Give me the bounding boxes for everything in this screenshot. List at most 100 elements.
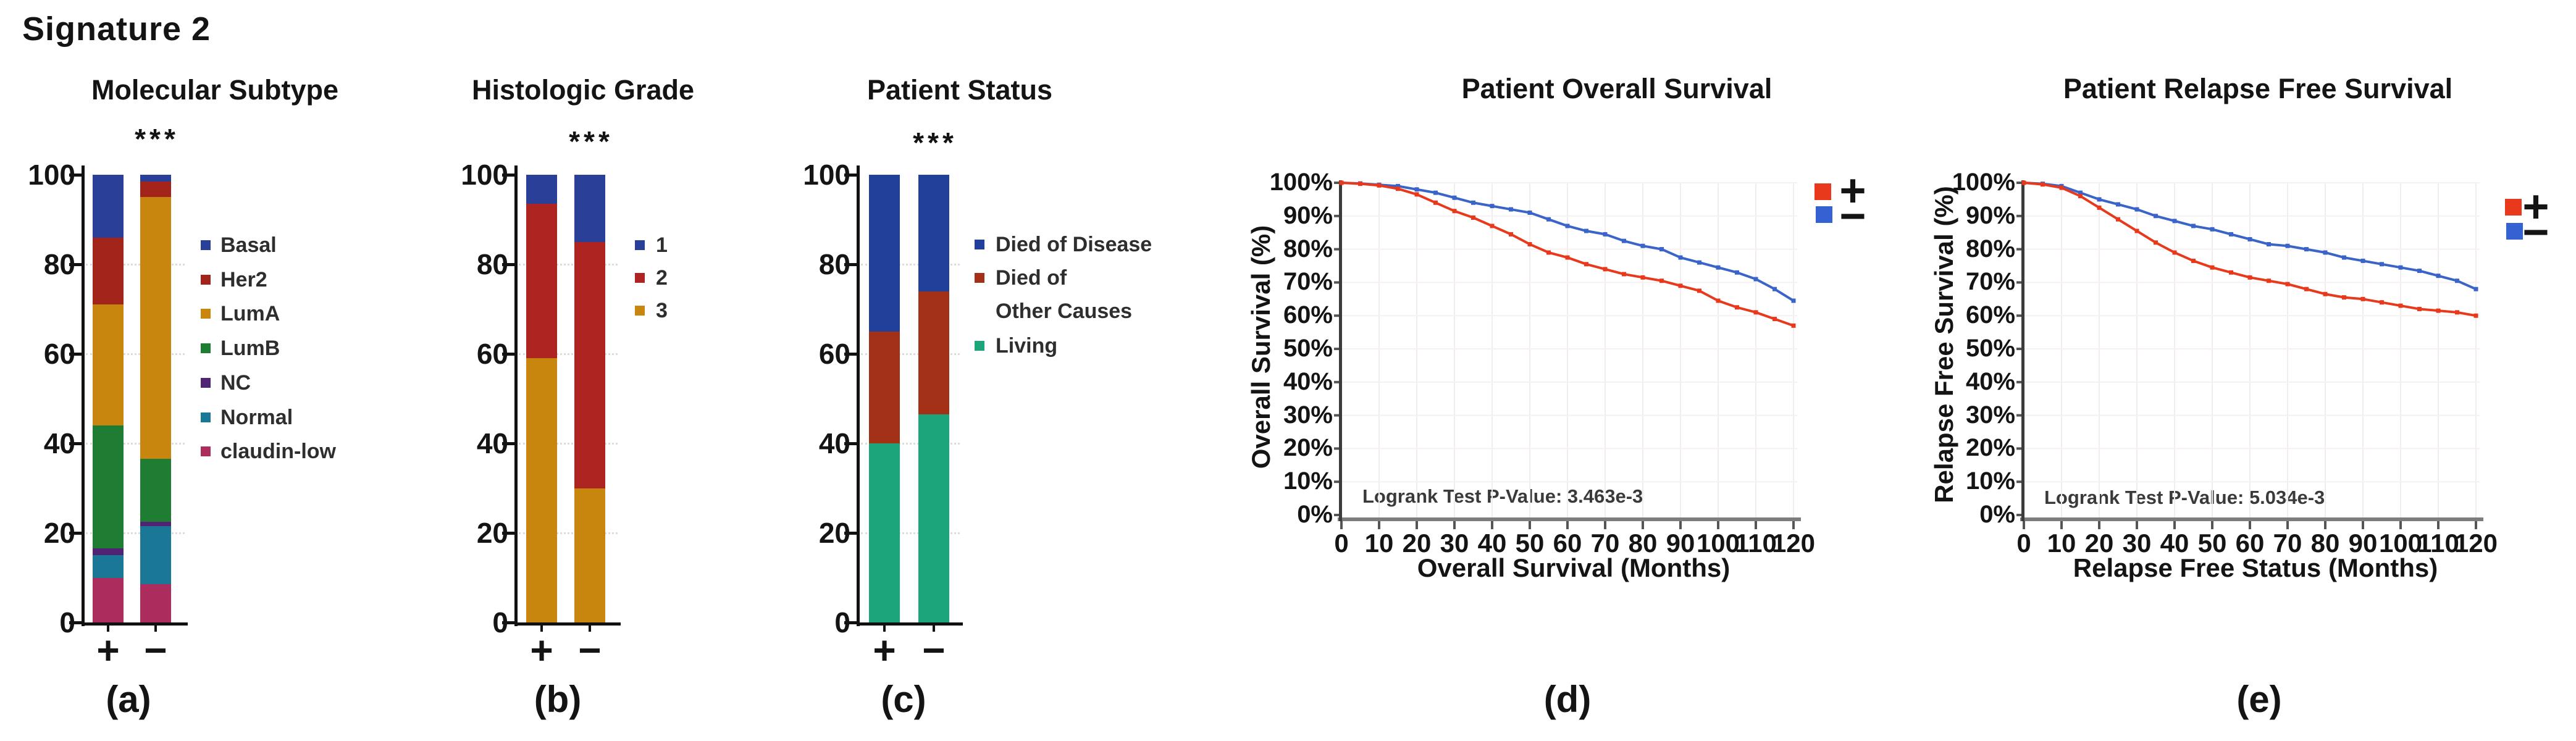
panel-d-vgrid [1755,183,1756,517]
panel-d-x-tick-label: 90 [1666,529,1695,558]
panel-e-censor-mark [2097,197,2102,202]
panel-d-x-tick-label: 100 [1696,529,1740,558]
panel-d-x-tick [1642,521,1644,529]
panel-d-y-tick [1334,182,1339,184]
panel-d-censor-mark [1678,283,1683,288]
panel-a-legend-swatch [201,274,211,285]
panel-d-vgrid [1491,183,1493,517]
panel-a-y-tick [69,532,84,535]
panel-e-censor-mark [2172,219,2177,224]
panel-d-censor-mark [1716,298,1721,303]
panel-d-x-tick-label: 20 [1402,529,1432,558]
panel-b-y-tick-label: 80 [476,248,508,280]
panel-e-censor-mark [2285,282,2290,287]
panel-e-censor-mark [2342,255,2346,260]
panel-e-y-tick-label: 60% [1965,301,2015,329]
panel-e-censor-mark [2398,303,2403,308]
panel-d-censor-mark [1678,255,1683,260]
panel-e-legend-swatch [2506,223,2523,240]
panel-d-legend-swatch [1815,183,1831,200]
panel-d-hgrid [1342,481,1797,483]
panel-e-x-tick-label: 100 [2378,529,2423,558]
panel-c-y-tick-label: 100 [803,159,850,191]
panel-d-y-tick-label: 30% [1283,401,1333,429]
panel-d-y-tick-label: 100% [1269,169,1333,196]
panel-b-bar-segment-1 [574,175,605,242]
panel-e-hgrid [2024,448,2480,450]
panel-b-y-tick-label: 40 [476,427,508,459]
panel-e-y-tick-label: 50% [1965,335,2015,362]
panel-e-censor-mark [2417,269,2422,274]
panel-e-censor-mark [2380,262,2384,267]
panel-b-bar-segment-2 [574,241,605,488]
panel-e-x-tick-label: 60 [2235,529,2265,558]
panel-e-x-axis-title: Relapse Free Status (Months) [2073,553,2438,582]
panel-e-censor-mark [2059,185,2064,190]
panel-e-x-tick-label: 90 [2348,529,2378,558]
panel-e-x-tick [2023,521,2025,529]
panel-e-censor-mark [2267,278,2271,283]
panel-d-y-tick-label: 50% [1283,335,1333,362]
panel-d-x-tick [1755,521,1757,529]
panel-b-legend-swatch [635,306,645,316]
panel-e-censor-mark [2473,313,2478,318]
panel-d-x-tick [1378,521,1380,529]
panel-d-vgrid [1567,183,1568,517]
panel-e-logrank-annotation: Logrank Test P-Value: 5.034e-3 [2044,487,2325,508]
panel-c-y-tick [844,263,859,266]
panel-a-legend-swatch [201,240,211,250]
panel-e-censor-mark [2323,250,2328,255]
panel-c-bar-segment-Died of Other Causes [918,291,949,414]
panel-d-censor-mark [1773,317,1777,322]
panel-c-legend-label: Died of Disease [996,233,1152,256]
panel-d-y-tick [1334,480,1339,484]
panel-a-gridline [86,532,185,534]
panel-e-censor-mark [2191,224,2196,228]
panel-e-hgrid [2024,182,2480,183]
panel-b-y-axis [514,165,518,626]
panel-d-x-tick [1453,521,1456,529]
panel-d-x-tick [1717,521,1719,529]
panel-e-x-tick [2173,521,2176,529]
panel-c-category-label: − [922,628,946,672]
panel-a-bar-segment-Her2 [93,237,124,305]
panel-a-legend-swatch [201,377,211,388]
panel-e-x-tick-label: 30 [2122,529,2152,558]
panel-a-significance: *** [135,123,179,155]
panel-e-x-tick-label: 120 [2454,529,2498,558]
panel-c-legend-label: Other Causes [996,299,1133,323]
panel-d-y-tick-label: 20% [1283,434,1333,462]
panel-b-label: (b) [534,679,582,720]
panel-d-censor-mark [1396,183,1400,188]
panel-e-censor-mark [2134,207,2139,212]
panel-d-censor-mark [1471,200,1475,205]
panel-b-y-tick [502,174,517,177]
panel-d-vgrid [1793,183,1794,517]
panel-d-censor-mark [1735,305,1739,310]
panel-e-x-tick-label: 20 [2084,529,2114,558]
panel-c-legend-label: Died of [996,266,1067,290]
panel-b-y-tick [502,353,517,356]
panel-b-gridline [519,264,618,266]
panel-d-y-tick [1334,281,1339,284]
panel-e-x-axis [2020,517,2483,521]
panel-c-y-tick-label: 80 [818,248,850,280]
panel-c-y-axis [857,165,860,626]
panel-e-vgrid [2099,183,2100,517]
panel-e-vgrid [2438,183,2439,517]
panel-d-censor-mark [1414,192,1419,197]
panel-a-y-tick-label: 20 [43,517,75,549]
panel-d-censor-mark [1659,278,1664,283]
panel-d-hgrid [1342,381,1797,383]
panel-e-x-tick [2211,521,2213,529]
panel-e-x-tick-label: 50 [2197,529,2227,558]
panel-d-censor-mark [1358,182,1362,186]
panel-d-title: Patient Overall Survival [1461,73,1773,104]
panel-e-y-tick [2016,281,2021,284]
panel-d-censor-mark [1603,232,1608,237]
panel-a-legend-swatch [201,446,211,457]
panel-e-censor-mark [2285,243,2290,248]
panel-d-censor-mark [1546,250,1551,255]
panel-e-censor-mark [2398,265,2403,270]
panel-b-baseline [514,622,621,626]
